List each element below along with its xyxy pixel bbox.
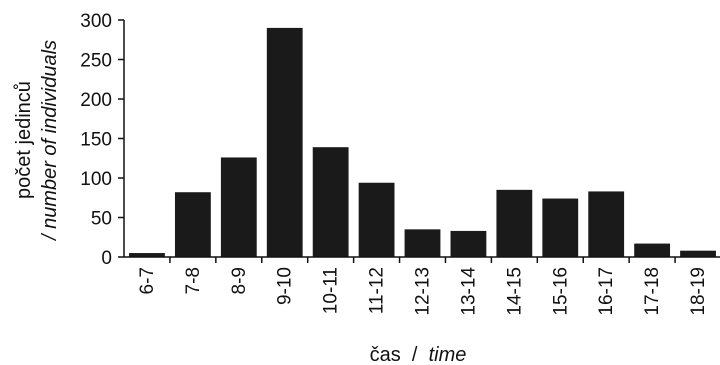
bar bbox=[496, 189, 533, 257]
bar bbox=[312, 147, 349, 257]
y-axis-title: počet jedinců / number of individuals bbox=[13, 40, 61, 242]
y-tick-label: 150 bbox=[80, 130, 112, 151]
bar bbox=[634, 243, 671, 257]
x-axis-title-separator: / bbox=[406, 344, 423, 365]
x-axis-ticks: 6-7 7-8 8-9 9-10 10-11 11-12 12-13 13-14 14-15 15… bbox=[137, 257, 709, 316]
x-tick-label: 9-10 bbox=[275, 267, 296, 305]
bar bbox=[174, 192, 211, 257]
x-tick-label: 10-11 bbox=[321, 267, 342, 314]
y-axis-title-primary: počet jedinců bbox=[13, 81, 35, 199]
x-axis-title-secondary: time bbox=[429, 344, 467, 365]
x-tick-label: 14-15 bbox=[504, 267, 525, 316]
bar bbox=[542, 198, 579, 257]
y-tick-label: 50 bbox=[91, 209, 112, 230]
x-tick-label: 11-12 bbox=[367, 267, 388, 314]
bar bbox=[680, 250, 716, 257]
bar bbox=[266, 27, 303, 258]
x-tick-label: 13-14 bbox=[458, 267, 479, 316]
x-tick-label: 8-9 bbox=[229, 267, 250, 294]
bar bbox=[129, 253, 165, 257]
x-tick-label: 17-18 bbox=[642, 267, 663, 316]
y-tick-label: 0 bbox=[101, 248, 112, 269]
y-axis-title-secondary: / number of individuals bbox=[39, 40, 61, 242]
x-tick-label: 7-8 bbox=[183, 267, 204, 294]
x-axis-title-primary: čas bbox=[370, 344, 401, 365]
bar bbox=[220, 157, 257, 257]
x-tick-label: 6-7 bbox=[137, 267, 158, 294]
x-tick-label: 16-17 bbox=[596, 267, 617, 316]
x-axis-title: čas / time bbox=[370, 344, 467, 365]
x-tick-label: 15-16 bbox=[550, 267, 571, 316]
y-tick-label: 250 bbox=[80, 51, 112, 72]
bar bbox=[358, 182, 395, 257]
y-axis-ticks: 0 50 100 150 200 250 300 bbox=[80, 11, 124, 269]
bar bbox=[588, 191, 625, 257]
y-tick-label: 300 bbox=[80, 11, 112, 32]
x-tick-label: 12-13 bbox=[413, 267, 434, 316]
y-tick-label: 100 bbox=[80, 169, 112, 190]
bar bbox=[404, 229, 441, 257]
bars bbox=[129, 27, 716, 258]
y-tick-label: 200 bbox=[80, 90, 112, 111]
x-tick-label: 18-19 bbox=[688, 267, 709, 316]
bar bbox=[450, 230, 487, 257]
